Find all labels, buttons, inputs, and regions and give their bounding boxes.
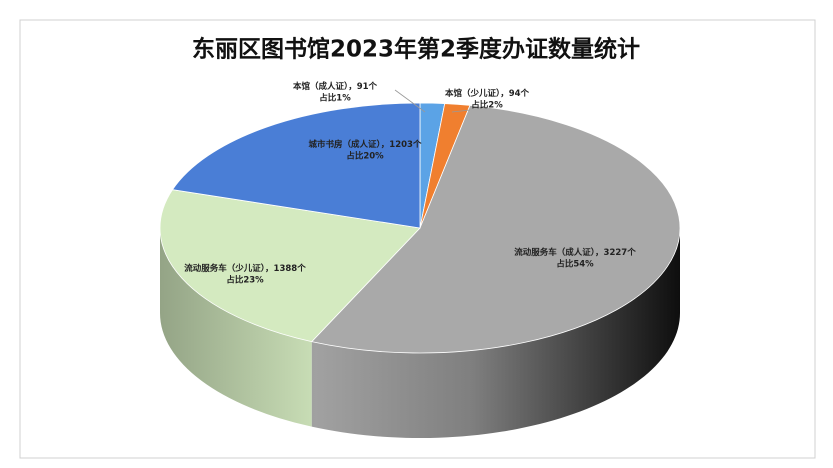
label-separator: ， (348, 82, 357, 92)
category-label: 本馆（少儿证） (445, 88, 500, 99)
value-label: 91个 (357, 81, 378, 92)
percent-label: 占比1% (319, 93, 351, 104)
slice-side (311, 228, 680, 438)
chart-frame (19, 19, 816, 459)
data-label: 流动服务车（少儿证），1388个 (184, 263, 306, 274)
label-separator: ， (265, 264, 274, 274)
data-label: 本馆（成人证），91个 (293, 81, 378, 92)
percent-label: 占比20% (346, 151, 384, 162)
data-label: 城市书房（成人证），1203个 (309, 139, 422, 150)
leader-line (394, 89, 426, 113)
slice (310, 104, 681, 354)
slice-side (160, 228, 312, 427)
category-label: 流动服务车（成人证） (514, 247, 595, 258)
category-label: 本馆（成人证） (293, 81, 348, 92)
data-label: 流动服务车（成人证），3227个 (514, 247, 636, 258)
label-separator: ， (381, 140, 390, 150)
data-label: 本馆（少儿证），94个 (445, 88, 530, 99)
value-label: 1203个 (389, 139, 422, 150)
chart-title: 东丽区图书馆2023年第2季度办证数量统计 (192, 36, 640, 63)
value-label: 3227个 (604, 247, 637, 258)
category-label: 城市书房（成人证） (309, 139, 381, 150)
leader-line (451, 109, 471, 113)
percent-label: 占比54% (556, 259, 594, 270)
slice (159, 189, 421, 343)
label-separator: ， (595, 248, 604, 258)
value-label: 1388个 (274, 263, 307, 274)
pie-sides (160, 228, 680, 438)
pie-tops (159, 102, 681, 354)
percent-label: 占比2% (471, 100, 503, 111)
value-label: 94个 (509, 88, 530, 99)
slice (171, 102, 421, 229)
category-label: 流动服务车（少儿证） (184, 263, 265, 274)
percent-label: 占比23% (226, 275, 264, 286)
label-separator: ， (500, 89, 509, 99)
